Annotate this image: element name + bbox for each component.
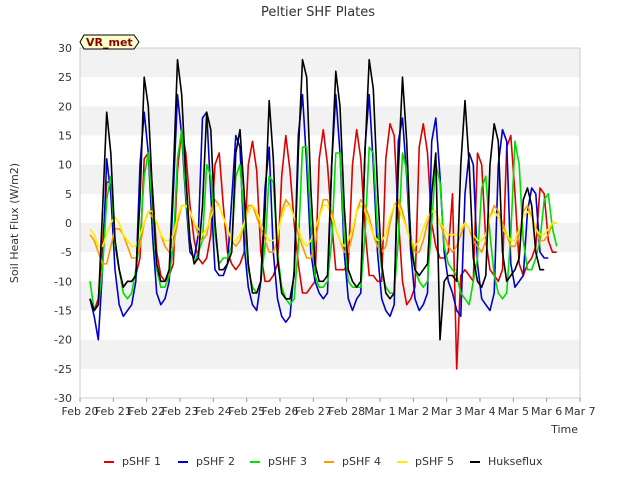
x-tick-label: Feb 26 (262, 405, 299, 418)
grid-band (80, 339, 580, 369)
legend-item: pSHF 4 (324, 455, 381, 468)
y-tick-label: -10 (54, 275, 72, 288)
x-tick-label: Feb 22 (128, 405, 165, 418)
y-tick-label: 15 (58, 130, 72, 143)
series-line-pshf-3 (89, 128, 558, 312)
x-tick-label: Mar 7 (564, 405, 595, 418)
x-tick-label: Feb 24 (195, 405, 232, 418)
y-tick-label: -5 (61, 246, 72, 259)
x-tick-label: Feb 27 (295, 405, 332, 418)
y-tick-label: 5 (65, 188, 72, 201)
x-tick-label: Feb 25 (228, 405, 265, 418)
y-tick-label: -15 (54, 305, 72, 318)
legend-label: pSHF 4 (342, 455, 381, 468)
x-axis-label: Time (550, 423, 578, 436)
legend-label: pSHF 3 (268, 455, 307, 468)
x-tick-label: Mar 2 (398, 405, 429, 418)
grid-band (80, 48, 580, 78)
y-tick-label: -25 (54, 363, 72, 376)
grid-band (80, 106, 580, 136)
y-tick-label: 10 (58, 159, 72, 172)
y-tick-label: 25 (58, 71, 72, 84)
x-tick-label: Mar 1 (364, 405, 395, 418)
x-tick-label: Feb 21 (95, 405, 132, 418)
legend-item: pSHF 5 (397, 455, 454, 468)
legend-item: Hukseflux (470, 455, 543, 468)
annotation-box: VR_met (79, 34, 140, 50)
x-tick-label: Feb 28 (328, 405, 365, 418)
y-axis-ticks: -30 -25 -20 -15 -10 -5 0 5 10 15 20 25 30 (54, 42, 72, 405)
legend-label: pSHF 5 (415, 455, 454, 468)
x-tick-label: Feb 23 (162, 405, 199, 418)
y-tick-label: 30 (58, 42, 72, 55)
series-line-pshf-5 (89, 204, 557, 248)
chart-title: Peltier SHF Plates (261, 5, 375, 20)
legend-label: pSHF 2 (196, 455, 235, 468)
y-tick-label: -30 (54, 392, 72, 405)
annotation-box-shape (79, 34, 140, 50)
legend-label: pSHF 1 (122, 455, 161, 468)
x-tick-label: Mar 6 (531, 405, 562, 418)
series-line-hukseflux (89, 58, 545, 341)
y-tick-label: 0 (65, 217, 72, 230)
series-line-pshf-4 (89, 198, 557, 265)
x-tick-label: Mar 3 (431, 405, 462, 418)
legend: pSHF 1 pSHF 2 pSHF 3 pSHF 4 pSHF 5 Hukseflux (104, 455, 543, 468)
y-axis-label: Soil Heat Flux (W/m2) (8, 163, 21, 283)
legend-item: pSHF 3 (250, 455, 307, 468)
legend-label: Hukseflux (488, 455, 543, 468)
x-tick-label: Mar 5 (498, 405, 529, 418)
legend-item: pSHF 2 (178, 455, 235, 468)
series-line-pshf-2 (89, 93, 549, 341)
legend-item: pSHF 1 (104, 455, 161, 468)
plot-area-border (79, 47, 581, 399)
y-tick-label: 20 (58, 100, 72, 113)
y-tick-label: -20 (54, 334, 72, 347)
x-tick-label: Feb 20 (62, 405, 99, 418)
annotation-label: VR_met (86, 36, 133, 49)
x-tick-label: Mar 4 (464, 405, 495, 418)
series-layer (89, 58, 558, 370)
